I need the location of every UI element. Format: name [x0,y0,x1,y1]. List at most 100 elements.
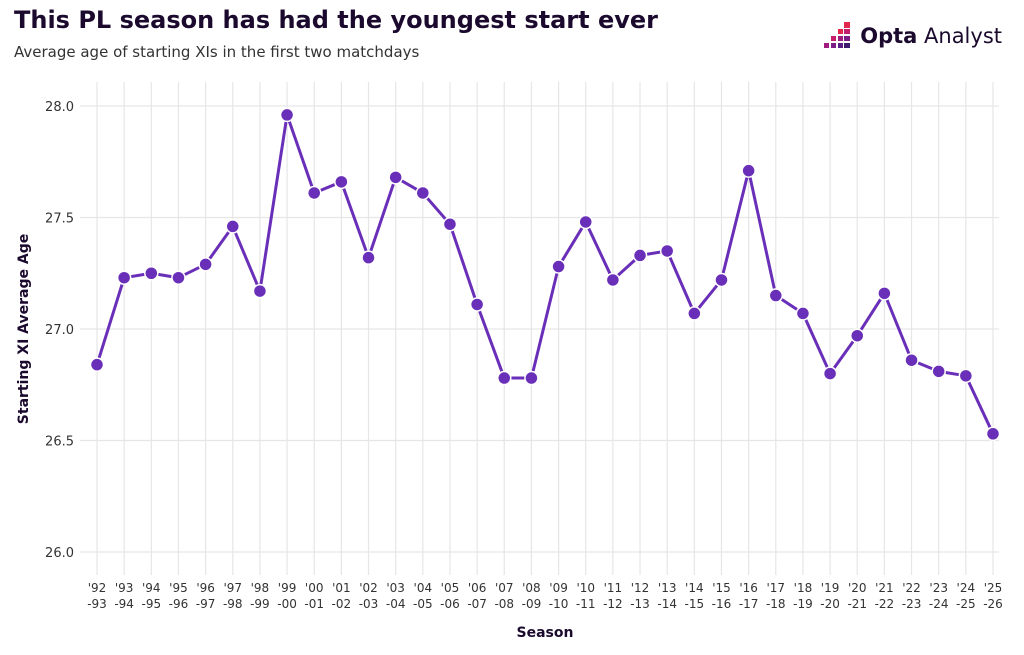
data-point [687,306,702,321]
data-point [605,272,621,288]
x-tick-label: -95 [141,597,161,611]
data-point [361,250,376,265]
x-tick-label: '94 [142,581,161,595]
x-tick-label: '05 [441,581,460,595]
x-tick-label: -02 [332,597,352,611]
y-tick-label: 27.0 [45,323,74,338]
data-point [904,352,919,368]
y-tick-label: 28.0 [45,100,74,115]
x-tick-label: -03 [359,597,379,611]
opta-analyst-logo: Opta Analyst [822,20,1002,52]
x-tick-label: -18 [766,597,786,611]
x-tick-label: -26 [983,597,1003,611]
data-point [198,257,213,272]
x-tick-label: -17 [739,597,759,611]
x-tick-label: -19 [793,597,813,611]
x-tick-label: -13 [630,597,650,611]
x-tick-label: -22 [875,597,895,611]
x-tick-label: -99 [250,597,270,611]
data-point [551,259,566,274]
x-tick-label: '97 [223,581,242,595]
x-tick-label: -97 [196,597,216,611]
x-tick-label: -94 [114,597,134,611]
x-tick-label: -04 [386,597,406,611]
data-point [252,283,268,299]
data-point [388,170,403,185]
watermark-overlay [784,611,1014,641]
opta-logo-icon [824,22,851,48]
x-tick-label: -06 [440,597,460,611]
x-axis-label: Season [517,625,574,641]
x-tick-label: '10 [576,581,595,595]
data-point [578,214,593,230]
x-tick-label: '16 [739,581,758,595]
x-tick-label: '07 [495,581,514,595]
x-tick-label: '98 [251,581,270,595]
x-tick-label: '22 [902,581,921,595]
x-tick-label: '95 [169,581,188,595]
logo-text: Opta Analyst [860,24,1002,48]
x-tick-label: '01 [332,581,351,595]
x-tick-label: -01 [304,597,324,611]
series-line-layer [95,113,995,436]
data-point [714,272,729,288]
x-tick-label: '23 [929,581,948,595]
x-tick-label: '06 [468,581,487,595]
data-point [334,174,349,190]
data-point [931,364,946,379]
x-tick-label: -16 [712,597,732,611]
x-tick-label: '15 [712,581,731,595]
x-tick-label: '09 [549,581,568,595]
x-tick-label: '21 [875,581,894,595]
x-tick-label: -12 [603,597,623,611]
x-tick-label: -23 [902,597,922,611]
x-tick-label: -15 [685,597,705,611]
x-tick-label: -96 [169,597,189,611]
data-point [768,288,784,303]
x-tick-label: -20 [820,597,840,611]
x-tick-label: -24 [929,597,949,611]
x-tick-label: -25 [956,597,976,611]
x-tick-label: -14 [657,597,677,611]
x-tick-label: '08 [522,581,541,595]
chart-title: This PL season has had the youngest star… [14,6,658,34]
x-tick-label: -09 [522,597,542,611]
data-point [279,107,295,123]
x-tick-label: '99 [278,581,297,595]
data-point [741,163,756,178]
x-tick-label: '13 [658,581,677,595]
y-tick-label: 26.0 [45,546,74,561]
x-tick-label: -00 [277,597,297,611]
series-line [95,113,995,436]
data-point [632,248,648,263]
data-point [497,370,512,386]
x-tick-label: -11 [576,597,596,611]
data-point [415,185,431,201]
data-point [144,266,159,281]
data-point [985,426,1001,442]
y-tick-label: 26.5 [45,435,74,450]
x-tick-label: '17 [766,581,785,595]
x-tick-label: -98 [223,597,243,611]
y-tick-labels: 26.0 26.5 27.0 27.5 28.0 [45,100,74,561]
logo-product: Analyst [924,24,1002,48]
x-tick-label: -07 [467,597,487,611]
y-tick-label: 27.5 [45,212,74,227]
data-point [849,328,865,343]
data-point [225,219,241,234]
chart-subtitle: Average age of starting XIs in the first… [14,43,420,61]
x-tick-label: -08 [494,597,514,611]
x-tick-label: '03 [386,581,405,595]
x-tick-label: '19 [821,581,840,595]
data-point [877,286,892,301]
x-tick-label: -93 [87,597,107,611]
data-point [659,243,675,259]
data-point [89,357,105,372]
data-point [524,370,539,386]
data-point [171,270,186,285]
data-point [469,297,485,312]
x-tick-label: '25 [984,581,1003,595]
x-tick-label: '11 [604,581,623,595]
x-tick-label: '02 [359,581,378,595]
